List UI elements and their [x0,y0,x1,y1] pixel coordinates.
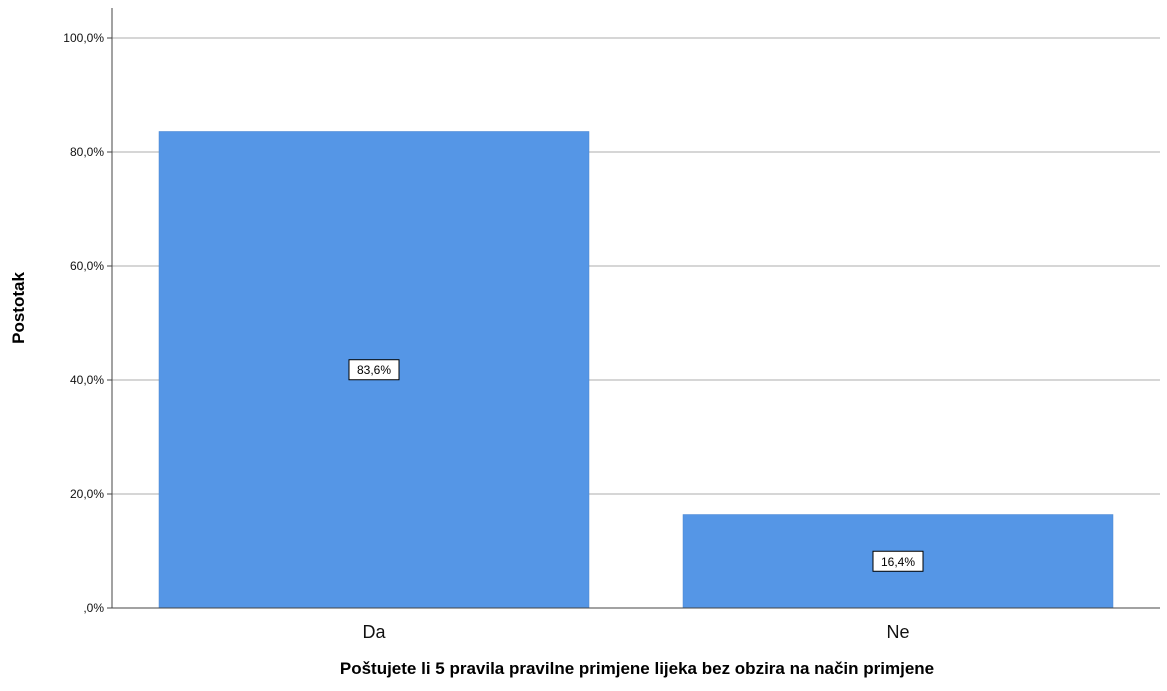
y-tick-label: 20,0% [70,487,104,501]
data-label-box [872,550,924,572]
axes: ,0% 20,0% 40,0% 60,0% 80,0% 100,0% Da Ne [63,8,1160,642]
y-tick-label: ,0% [83,601,104,615]
x-axis-title: Poštujete li 5 pravila pravilne primjene… [340,659,934,678]
y-tick-label: 60,0% [70,259,104,273]
bars [158,131,1114,609]
data-label: 83,6% [357,363,391,377]
data-label-box [348,359,400,381]
data-label: 16,4% [881,555,915,569]
data-labels: 83,6% 16,4% [348,359,924,572]
x-tick-label: Da [362,622,386,642]
y-axis-title: Postotak [9,272,28,344]
y-tick-label: 80,0% [70,145,104,159]
y-tick-label: 100,0% [63,31,104,45]
y-tick-label: 40,0% [70,373,104,387]
x-tick-label: Ne [886,622,909,642]
